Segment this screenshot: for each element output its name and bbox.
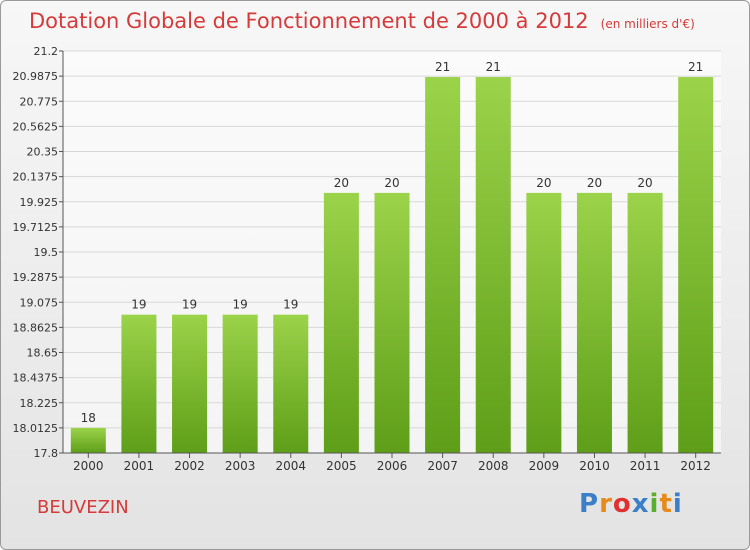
data-label: 19 <box>233 298 248 312</box>
commune-name: BEUVEZIN <box>37 497 129 518</box>
bar-2008 <box>475 77 511 453</box>
y-tick-label: 20.775 <box>20 95 59 108</box>
y-tick-label: 19.2875 <box>13 271 59 284</box>
logo-letter: o <box>612 489 632 519</box>
data-label: 18 <box>81 411 96 425</box>
bar-2003 <box>222 314 258 453</box>
logo-letter: i <box>649 489 660 519</box>
y-tick-label: 20.1375 <box>13 171 59 184</box>
logo-letter: r <box>599 489 613 519</box>
x-tick-label: 2003 <box>225 459 256 473</box>
data-label: 19 <box>283 298 298 312</box>
data-label: 19 <box>182 298 197 312</box>
logo-letter: i <box>672 489 683 519</box>
x-tick-label: 2000 <box>73 459 104 473</box>
y-tick-label: 19.5 <box>34 246 59 259</box>
x-tick-label: 2011 <box>630 459 661 473</box>
data-label: 19 <box>131 298 146 312</box>
y-tick-label: 18.65 <box>27 347 59 360</box>
x-tick-label: 2012 <box>680 459 711 473</box>
y-tick-label: 20.5625 <box>13 120 59 133</box>
axes: 17.8 18.0125 18.225 18.4375 18.65 18.8625 19.0… <box>13 45 721 473</box>
bar-2001 <box>121 314 157 453</box>
bar-2009 <box>526 192 562 453</box>
data-label: 21 <box>486 60 501 74</box>
bar-2007 <box>425 77 461 453</box>
bar-2010 <box>576 192 612 453</box>
x-tick-label: 2005 <box>326 459 357 473</box>
y-tick-label: 19.925 <box>20 196 59 209</box>
y-tick-label: 20.9875 <box>13 70 59 83</box>
y-tick-label: 19.075 <box>20 296 59 309</box>
bar-2000 <box>70 427 106 453</box>
y-tick-label: 18.4375 <box>13 372 59 385</box>
data-label: 21 <box>435 60 450 74</box>
y-tick-label: 18.225 <box>20 397 59 410</box>
bar-2002 <box>172 314 208 453</box>
y-tick-label: 21.2 <box>34 45 59 58</box>
data-label: 20 <box>587 176 602 190</box>
data-label: 20 <box>384 176 399 190</box>
data-label: 20 <box>334 176 349 190</box>
bar-2012 <box>678 77 714 453</box>
y-tick-label: 20.35 <box>27 146 59 159</box>
data-label: 20 <box>536 176 551 190</box>
bar-2011 <box>627 192 663 453</box>
bar-2005 <box>323 192 359 453</box>
x-tick-label: 2009 <box>529 459 560 473</box>
chart-subtitle: (en milliers d'€) <box>600 17 695 31</box>
x-tick-label: 2002 <box>174 459 205 473</box>
y-tick-label: 18.8625 <box>13 321 59 334</box>
chart-title: Dotation Globale de Fonctionnement de 20… <box>29 9 695 33</box>
x-tick-label: 2007 <box>427 459 458 473</box>
x-tick-label: 2006 <box>377 459 408 473</box>
x-tick-label: 2008 <box>478 459 509 473</box>
y-tick-label: 17.8 <box>34 447 59 460</box>
y-tick-label: 18.0125 <box>13 422 59 435</box>
bar-2004 <box>273 314 309 453</box>
x-tick-label: 2010 <box>579 459 610 473</box>
data-label: 21 <box>688 60 703 74</box>
bar-series: 18 19 19 19 19 20 20 21 21 20 20 20 21 <box>70 60 714 453</box>
x-tick-label: 2004 <box>275 459 306 473</box>
x-tick-label: 2001 <box>124 459 155 473</box>
logo-letter: x <box>631 489 650 519</box>
logo-letter: P <box>579 489 600 519</box>
chart-title-text: Dotation Globale de Fonctionnement de 20… <box>29 9 589 33</box>
logo-letter: t <box>659 489 673 519</box>
bar-2006 <box>374 192 410 453</box>
data-label: 20 <box>637 176 652 190</box>
y-tick-label: 19.7125 <box>13 221 59 234</box>
proxiti-logo: Proxiti <box>579 489 683 519</box>
